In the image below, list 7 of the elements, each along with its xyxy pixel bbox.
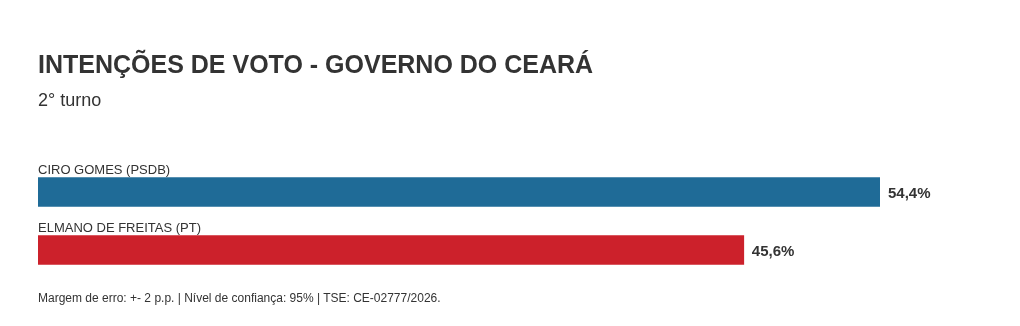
data-label: 54,4%: [888, 184, 931, 202]
text: Margem de erro: +- 2 p.p. | Nível de confiança: 95% | TSE: CE-02777/2026.: [38, 291, 441, 305]
chart-subtitle: 2° turno: [38, 90, 102, 111]
data-label: 45,6%: [751, 242, 795, 260]
y-tick-label: CIRO GOMES (PSDB): [38, 161, 171, 177]
chart-title: INTENÇÕES DE VOTO - GOVERNO DO CEARÁ: [38, 50, 594, 79]
y-tick-label: ELMANO DE FREITAS (PT): [38, 219, 201, 235]
